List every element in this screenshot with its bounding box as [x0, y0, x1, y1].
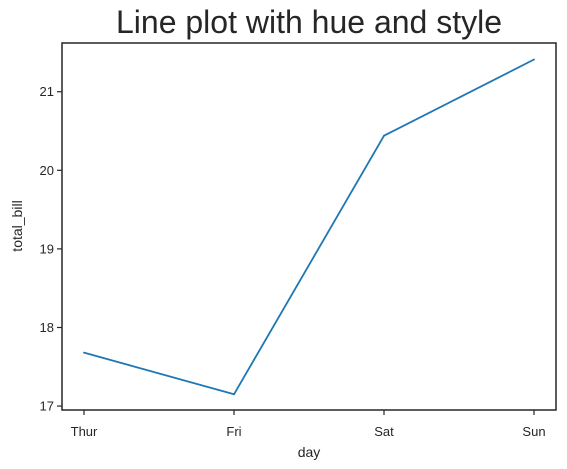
y-tick-label: 17: [40, 399, 54, 414]
plot-frame: [61, 42, 557, 411]
chart-title: Line plot with hue and style: [116, 4, 502, 40]
x-tick-label: Sun: [522, 424, 545, 439]
y-tick-label: 19: [40, 241, 54, 256]
x-axis-label: day: [298, 444, 321, 460]
y-axis-label: total_bill: [9, 200, 25, 251]
data-point: [83, 351, 85, 354]
y-axis: 17 18 19 20 21: [40, 84, 62, 414]
data-point: [533, 58, 535, 61]
y-tick-label: 20: [40, 163, 54, 178]
x-tick-label: Fri: [226, 424, 241, 439]
y-tick-label: 18: [40, 320, 54, 335]
x-tick-label: Sat: [374, 424, 394, 439]
x-tick-label: Thur: [71, 424, 98, 439]
x-axis: Thur Fri Sat Sun: [71, 410, 546, 439]
series-line: [83, 58, 535, 396]
data-point: [383, 134, 385, 137]
series-group: [83, 58, 535, 396]
data-point: [233, 393, 235, 396]
y-tick-label: 21: [40, 84, 54, 99]
plot-area: 17 18 19 20 21 Thur Fri Sat Sun: [40, 42, 557, 439]
